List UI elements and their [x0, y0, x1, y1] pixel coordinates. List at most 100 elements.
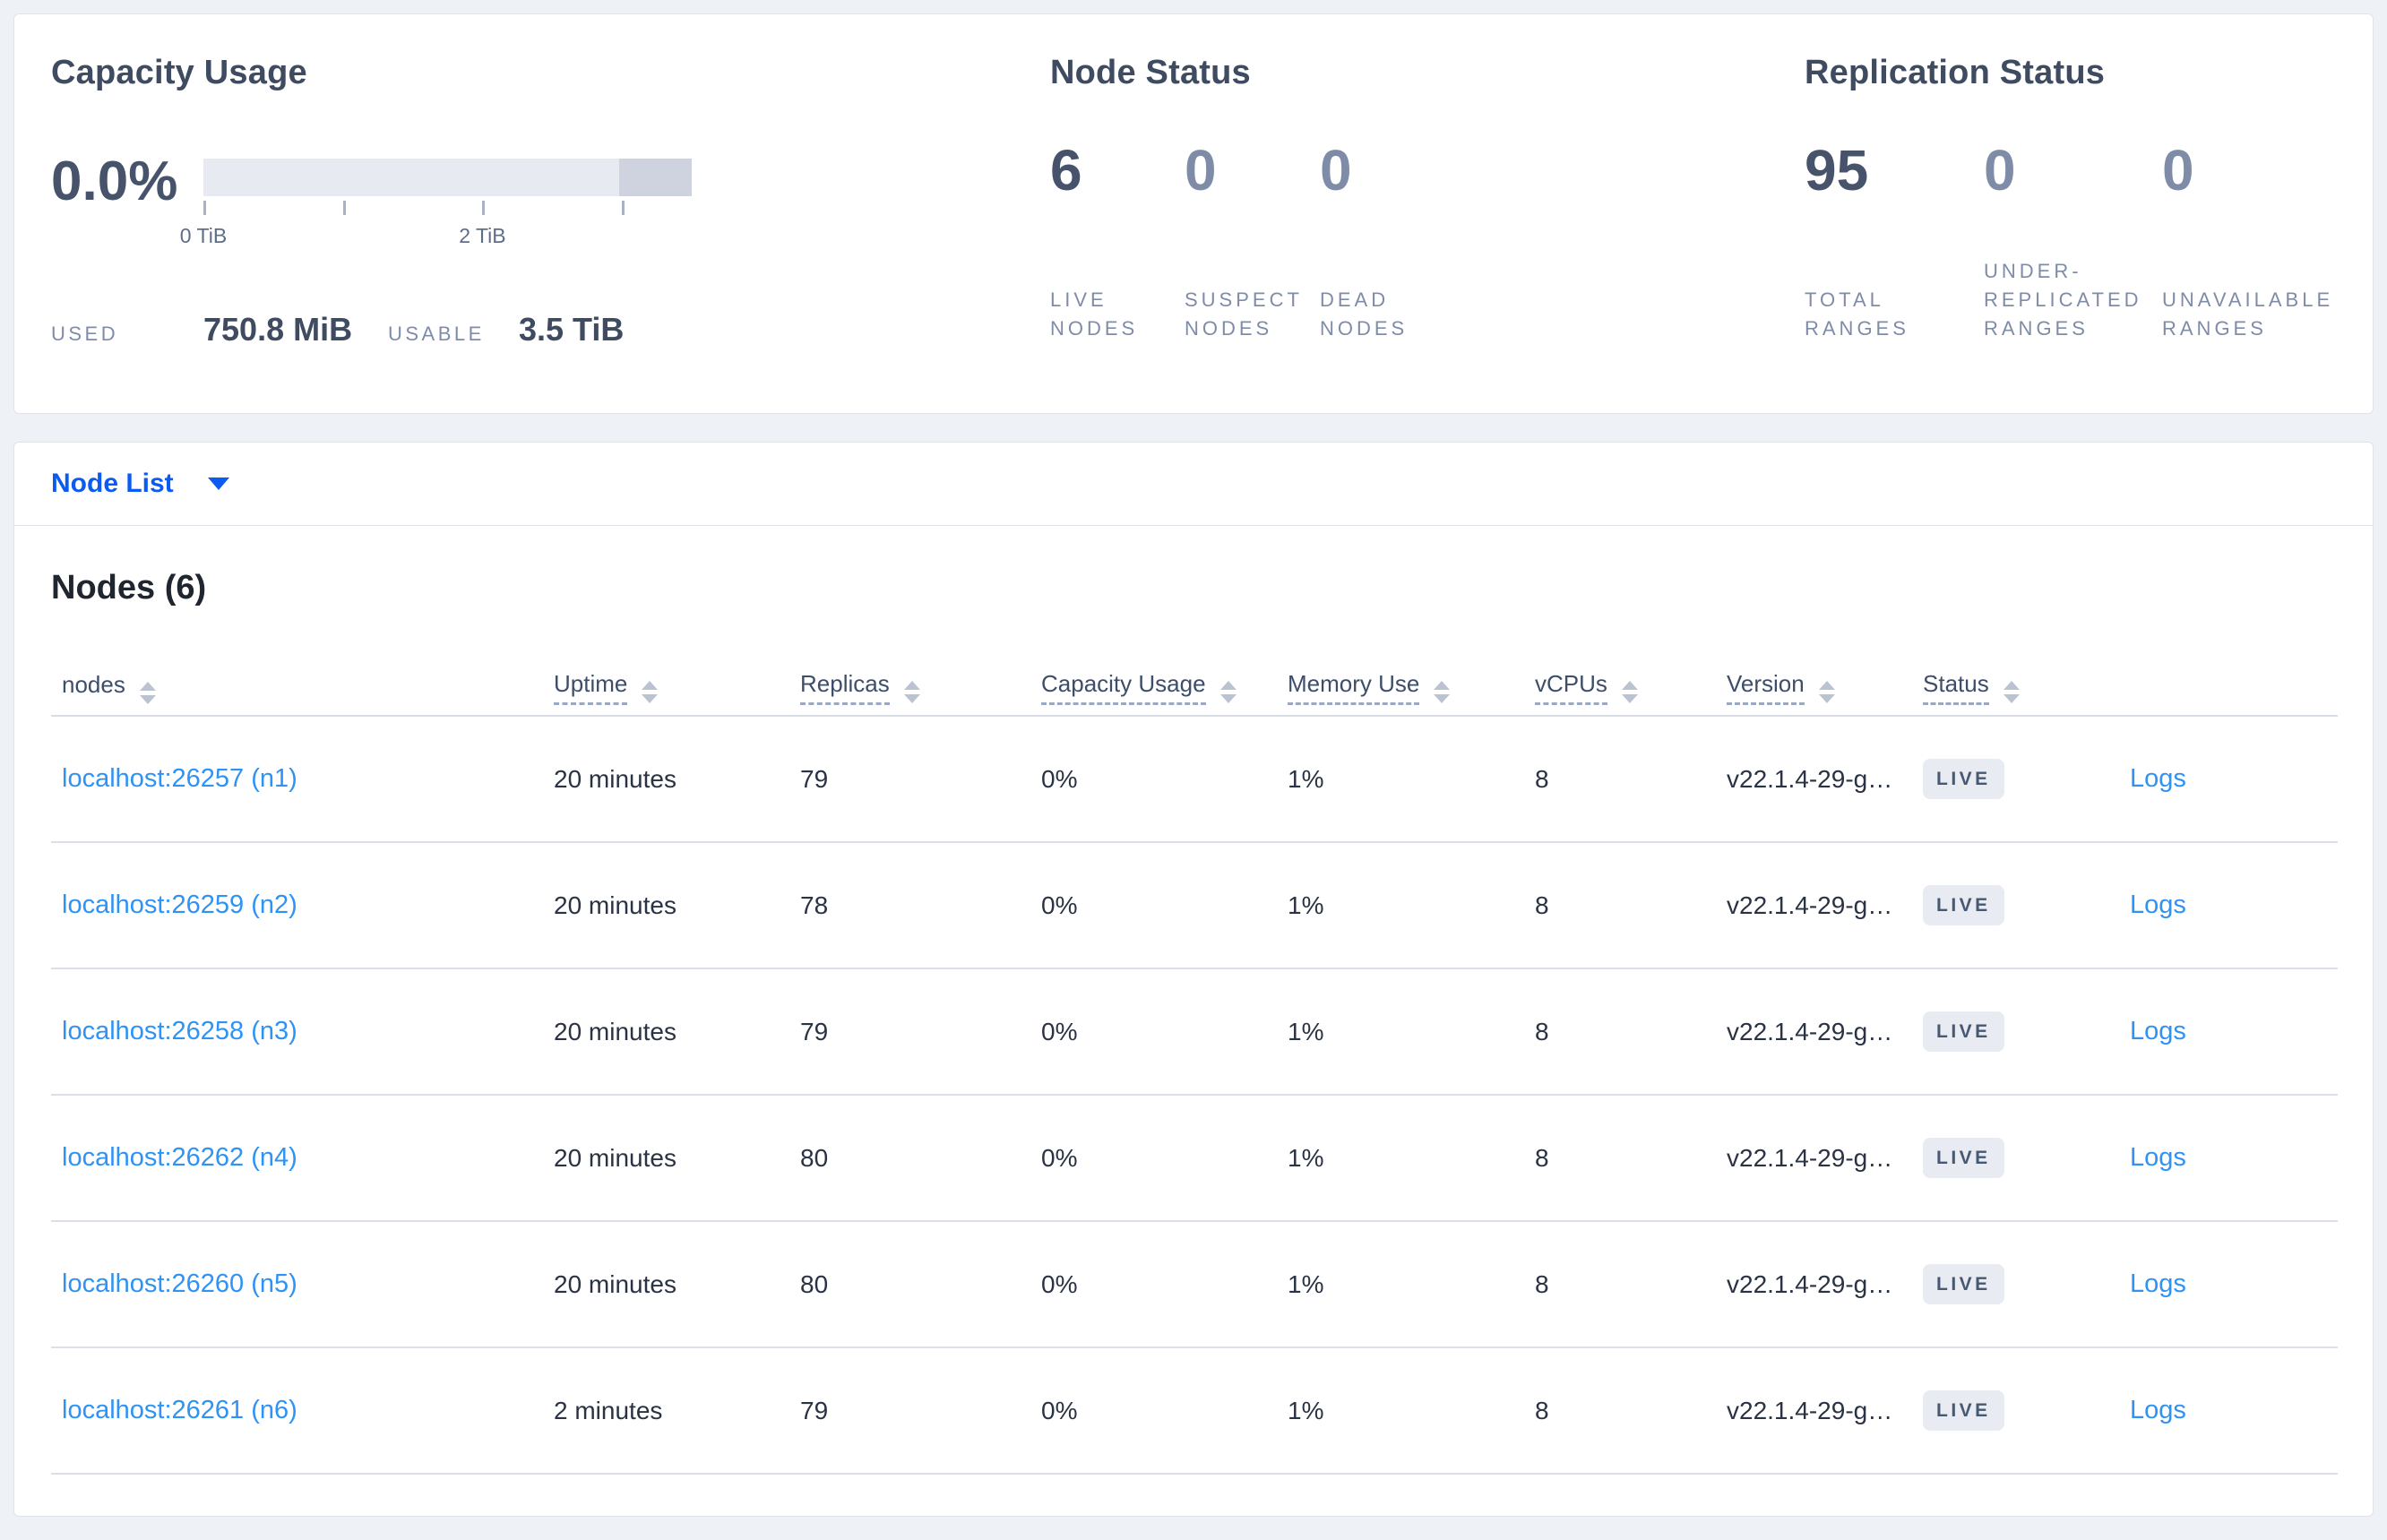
- logs-link[interactable]: Logs: [2130, 1017, 2186, 1045]
- status-badge: LIVE: [1923, 759, 2004, 799]
- capacity-bar-chart: [203, 159, 692, 196]
- stat-dead-nodes: 0 DEAD NODES: [1320, 142, 1454, 343]
- capacity-cell: 0%: [1041, 1269, 1078, 1298]
- axis-tick: [482, 201, 486, 215]
- column-label: Replicas: [800, 670, 890, 705]
- axis-tick-label: 0 TiB: [179, 224, 228, 247]
- capacity-usage-title: Capacity Usage: [51, 54, 307, 91]
- version-cell: v22.1.4-29-g…: [1727, 764, 1893, 793]
- status-badge: LIVE: [1923, 1264, 2004, 1304]
- unavailable-ranges-label: UNAVAILABLE RANGES: [2162, 288, 2334, 340]
- view-selector-bar: Node List: [13, 442, 2374, 526]
- live-nodes-label: LIVE NODES: [1050, 288, 1139, 340]
- capacity-percent-value: 0.0%: [51, 151, 178, 212]
- sort-icon[interactable]: [642, 681, 659, 703]
- chevron-down-icon[interactable]: [207, 477, 229, 490]
- column-header-uptime[interactable]: Uptime: [543, 660, 789, 717]
- axis-tick-label: 2 TiB: [459, 224, 506, 247]
- suspect-nodes-label: SUSPECT NODES: [1185, 288, 1303, 340]
- uptime-cell: 20 minutes: [554, 1017, 676, 1045]
- column-header-replicas[interactable]: Replicas: [789, 660, 1030, 717]
- column-label: Uptime: [554, 670, 628, 705]
- total-ranges-label: TOTAL RANGES: [1805, 288, 1909, 340]
- node-list-dropdown[interactable]: Node List: [51, 469, 174, 498]
- under-replicated-ranges-label: UNDER- REPLICATED RANGES: [1984, 260, 2142, 340]
- node-link[interactable]: localhost:26258 (n3): [62, 1017, 297, 1045]
- stat-unavailable-ranges: 0 UNAVAILABLE RANGES: [2162, 142, 2377, 343]
- version-cell: v22.1.4-29-g…: [1727, 1396, 1893, 1424]
- replication-status-stats: 95 TOTAL RANGES 0 UNDER- REPLICATED RANG…: [1805, 142, 2377, 343]
- sort-icon[interactable]: [2003, 681, 2020, 703]
- status-badge: LIVE: [1923, 1011, 2004, 1052]
- total-ranges-value: 95: [1805, 138, 1869, 202]
- used-value: 750.8 MiB: [203, 311, 353, 348]
- sort-icon[interactable]: [1434, 681, 1451, 703]
- column-header-vcpus[interactable]: vCPUs: [1524, 660, 1716, 717]
- column-label: nodes: [62, 671, 125, 698]
- column-header-capacity-usage[interactable]: Capacity Usage: [1030, 660, 1277, 717]
- logs-link[interactable]: Logs: [2130, 764, 2186, 793]
- status-badge: LIVE: [1923, 1390, 2004, 1431]
- stat-suspect-nodes: 0 SUSPECT NODES: [1185, 142, 1320, 343]
- table-row: localhost:26262 (n4) 20 minutes 80 0% 1%…: [51, 1095, 2338, 1222]
- vcpus-cell: 8: [1535, 1396, 1549, 1424]
- unavailable-ranges-value: 0: [2162, 138, 2194, 202]
- sort-icon[interactable]: [139, 682, 156, 704]
- logs-link[interactable]: Logs: [2130, 1396, 2186, 1424]
- logs-link[interactable]: Logs: [2130, 1269, 2186, 1298]
- node-link[interactable]: localhost:26260 (n5): [62, 1269, 297, 1298]
- column-label: vCPUs: [1535, 670, 1607, 705]
- logs-link[interactable]: Logs: [2130, 890, 2186, 919]
- uptime-cell: 20 minutes: [554, 764, 676, 793]
- capacity-cell: 0%: [1041, 1017, 1078, 1045]
- uptime-cell: 20 minutes: [554, 1269, 676, 1298]
- capacity-bar-axis: 0 TiB 2 TiB: [180, 201, 692, 254]
- node-status-stats: 6 LIVE NODES 0 SUSPECT NODES 0 DEAD NODE…: [1050, 142, 1454, 343]
- used-label: USED: [51, 323, 119, 345]
- sort-icon[interactable]: [903, 681, 920, 703]
- logs-link[interactable]: Logs: [2130, 1143, 2186, 1172]
- stat-total-ranges: 95 TOTAL RANGES: [1805, 142, 1984, 343]
- table-header-row: nodes Uptime Replicas Capacity Usage Mem…: [51, 660, 2338, 717]
- axis-tick: [342, 201, 346, 215]
- replication-status-title: Replication Status: [1805, 54, 2106, 91]
- replicas-cell: 79: [800, 1017, 829, 1045]
- version-cell: v22.1.4-29-g…: [1727, 1017, 1893, 1045]
- capacity-cell: 0%: [1041, 890, 1078, 919]
- replicas-cell: 80: [800, 1143, 829, 1172]
- node-link[interactable]: localhost:26259 (n2): [62, 890, 297, 919]
- table-row: localhost:26260 (n5) 20 minutes 80 0% 1%…: [51, 1221, 2338, 1348]
- column-header-memory-use[interactable]: Memory Use: [1277, 660, 1524, 717]
- dead-nodes-label: DEAD NODES: [1320, 288, 1409, 340]
- under-replicated-ranges-value: 0: [1984, 138, 2016, 202]
- column-header-nodes[interactable]: nodes: [51, 660, 543, 717]
- memory-cell: 1%: [1288, 890, 1324, 919]
- vcpus-cell: 8: [1535, 890, 1549, 919]
- replicas-cell: 78: [800, 890, 829, 919]
- column-label: Version: [1727, 670, 1805, 705]
- vcpus-cell: 8: [1535, 764, 1549, 793]
- live-nodes-value: 6: [1050, 138, 1082, 202]
- node-link[interactable]: localhost:26262 (n4): [62, 1143, 297, 1172]
- sort-icon[interactable]: [1621, 681, 1638, 703]
- node-link[interactable]: localhost:26261 (n6): [62, 1396, 297, 1424]
- suspect-nodes-value: 0: [1185, 138, 1217, 202]
- table-row: localhost:26258 (n3) 20 minutes 79 0% 1%…: [51, 968, 2338, 1096]
- column-header-status[interactable]: Status: [1912, 660, 2119, 717]
- replicas-cell: 79: [800, 1396, 829, 1424]
- sort-icon[interactable]: [1818, 681, 1835, 703]
- replicas-cell: 80: [800, 1269, 829, 1298]
- vcpus-cell: 8: [1535, 1143, 1549, 1172]
- column-label: Memory Use: [1288, 670, 1420, 705]
- column-header-version[interactable]: Version: [1716, 660, 1912, 717]
- replicas-cell: 79: [800, 764, 829, 793]
- uptime-cell: 2 minutes: [554, 1396, 663, 1424]
- sort-icon[interactable]: [1219, 681, 1237, 703]
- version-cell: v22.1.4-29-g…: [1727, 1269, 1893, 1298]
- node-link[interactable]: localhost:26257 (n1): [62, 764, 297, 793]
- status-badge: LIVE: [1923, 885, 2004, 925]
- vcpus-cell: 8: [1535, 1269, 1549, 1298]
- memory-cell: 1%: [1288, 1017, 1324, 1045]
- capacity-cell: 0%: [1041, 1143, 1078, 1172]
- usable-label: USABLE: [388, 323, 485, 345]
